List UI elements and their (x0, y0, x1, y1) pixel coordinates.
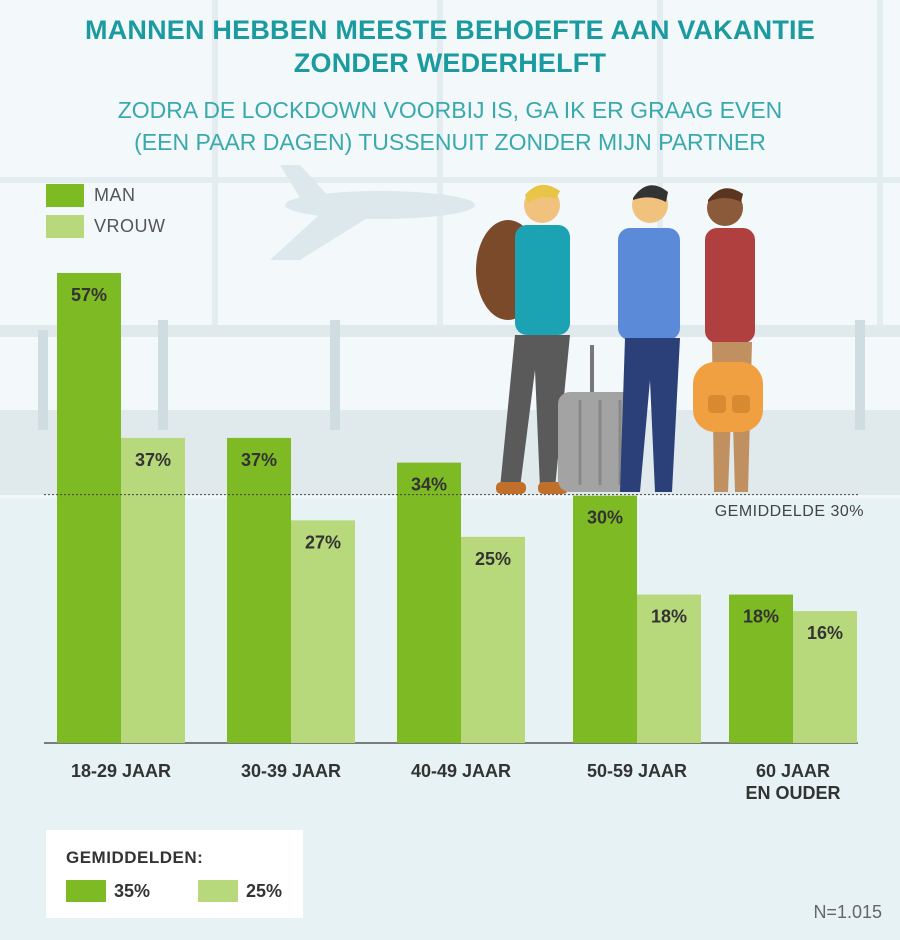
legend-swatch-man (46, 184, 84, 207)
data-label-man-0: 57% (71, 285, 107, 305)
legend: MAN VROUW (46, 180, 166, 242)
averages-box: GEMIDDELDEN: 35% 25% (46, 830, 303, 918)
bar-man-4 (729, 594, 793, 743)
average-swatch-vrouw (198, 880, 238, 902)
chart-subtitle: ZODRA DE LOCKDOWN VOORBIJ IS, GA IK ER G… (0, 94, 900, 158)
data-label-vrouw-4: 16% (807, 623, 843, 643)
category-label-line: 18-29 JAAR (70, 761, 172, 781)
title-line-2: ZONDER WEDERHELFT (293, 48, 607, 78)
subtitle-line-1: ZODRA DE LOCKDOWN VOORBIJ IS, GA IK ER G… (117, 97, 783, 123)
data-label-vrouw-0: 37% (135, 450, 171, 470)
category-label-0: 18-29 JAAR (41, 760, 201, 782)
category-label-line: EN OUDER (745, 783, 841, 803)
data-label-vrouw-2: 25% (475, 549, 511, 569)
legend-item-vrouw: VROUW (46, 211, 166, 242)
average-man: 35% (66, 880, 150, 902)
bar-vrouw-3 (637, 594, 701, 743)
subtitle-line-2: (EEN PAAR DAGEN) TUSSENUIT ZONDER MIJN P… (134, 129, 766, 155)
category-label-line: 40-49 JAAR (410, 761, 512, 781)
average-line-label: GEMIDDELDE 30% (714, 503, 864, 520)
legend-label-vrouw: VROUW (94, 216, 166, 236)
bar-man-2 (397, 462, 461, 743)
bar-vrouw-2 (461, 536, 525, 743)
bar-vrouw-1 (291, 520, 355, 743)
chart-title: MANNEN HEBBEN MEESTE BEHOEFTE AAN VAKANT… (0, 14, 900, 80)
category-label-4: 60 JAAR EN OUDER (713, 760, 873, 804)
category-label-3: 50-59 JAAR (557, 760, 717, 782)
legend-item-man: MAN (46, 180, 166, 211)
category-label-line: 50-59 JAAR (586, 761, 688, 781)
data-label-vrouw-1: 27% (305, 532, 341, 552)
category-label-line: 60 JAAR (755, 761, 831, 781)
data-label-vrouw-3: 18% (651, 607, 687, 627)
data-label-man-4: 18% (743, 607, 779, 627)
average-value-vrouw: 25% (246, 880, 283, 901)
average-vrouw: 25% (198, 880, 282, 902)
data-label-man-1: 37% (241, 450, 277, 470)
title-line-1: MANNEN HEBBEN MEESTE BEHOEFTE AAN VAKANT… (85, 15, 815, 45)
averages-title: GEMIDDELDEN: (66, 848, 204, 867)
legend-swatch-vrouw (46, 215, 84, 238)
bar-vrouw-4 (793, 611, 857, 743)
travellers-illustration-icon (476, 184, 763, 494)
legend-label-man: MAN (94, 185, 136, 205)
bar-man-0 (57, 273, 121, 743)
sample-size: N=1.015 (813, 902, 882, 922)
data-label-man-3: 30% (587, 508, 623, 528)
category-label-1: 30-39 JAAR (211, 760, 371, 782)
average-value-man: 35% (114, 880, 151, 901)
data-label-man-2: 34% (411, 475, 447, 495)
bar-man-3 (573, 495, 637, 743)
bar-vrouw-0 (121, 437, 185, 743)
average-swatch-man (66, 880, 106, 902)
category-label-2: 40-49 JAAR (381, 760, 541, 782)
bar-man-1 (227, 437, 291, 743)
category-label-line: 30-39 JAAR (240, 761, 342, 781)
